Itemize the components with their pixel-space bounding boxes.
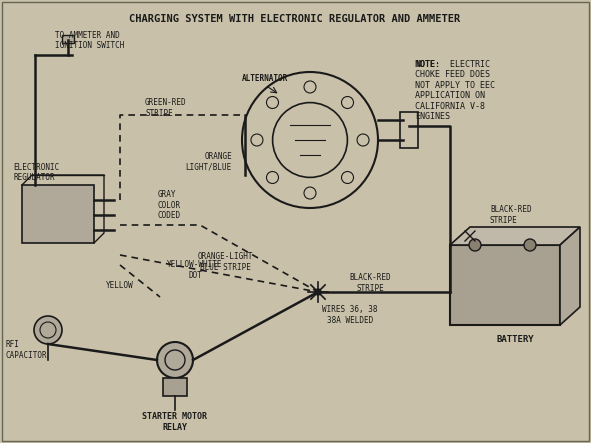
Text: WIRES 36, 38
38A WELDED: WIRES 36, 38 38A WELDED (322, 305, 378, 325)
Polygon shape (450, 227, 580, 245)
Text: TO AMMETER AND
IGNITION SWITCH: TO AMMETER AND IGNITION SWITCH (55, 31, 124, 50)
Text: ALTERNATOR: ALTERNATOR (242, 74, 288, 82)
Text: YELLOW: YELLOW (106, 280, 134, 289)
Text: YELLOW-WHITE
DOT: YELLOW-WHITE DOT (167, 260, 223, 280)
Circle shape (157, 342, 193, 378)
Text: STARTER MOTOR
RELAY: STARTER MOTOR RELAY (142, 412, 207, 431)
Bar (163, 378, 187, 396)
Text: ORANGE-LIGHT
BLUE STRIPE: ORANGE-LIGHT BLUE STRIPE (197, 253, 253, 272)
Text: GRAY
COLOR
CODED: GRAY COLOR CODED (158, 190, 181, 220)
Circle shape (524, 239, 536, 251)
Polygon shape (560, 227, 580, 325)
Text: CHARGING SYSTEM WITH ELECTRONIC REGULATOR AND AMMETER: CHARGING SYSTEM WITH ELECTRONIC REGULATO… (129, 14, 460, 24)
Text: NOTE:  ELECTRIC
CHOKE FEED DOES
NOT APPLY TO EEC
APPLICATION ON
CALIFORNIA V-8
E: NOTE: ELECTRIC CHOKE FEED DOES NOT APPLY… (415, 60, 495, 121)
Text: NOTE:: NOTE: (415, 60, 440, 69)
Text: GREEN-RED
STRIPE: GREEN-RED STRIPE (145, 98, 187, 118)
Bar (450, 245, 560, 325)
Text: BATTERY: BATTERY (496, 335, 534, 345)
Text: ORANGE
LIGHT/BLUE: ORANGE LIGHT/BLUE (186, 152, 232, 172)
Text: BLACK-RED
STRIPE: BLACK-RED STRIPE (349, 273, 391, 293)
Circle shape (34, 316, 62, 344)
Text: BLACK-RED
STRIPE: BLACK-RED STRIPE (490, 205, 532, 225)
Circle shape (315, 289, 321, 295)
Text: ELECTRONIC
REGULATOR: ELECTRONIC REGULATOR (13, 163, 59, 182)
FancyBboxPatch shape (22, 185, 94, 243)
Bar (400, 112, 418, 148)
Text: RFI
CAPACITOR: RFI CAPACITOR (5, 340, 47, 360)
Circle shape (469, 239, 481, 251)
Bar (62, 35, 74, 43)
